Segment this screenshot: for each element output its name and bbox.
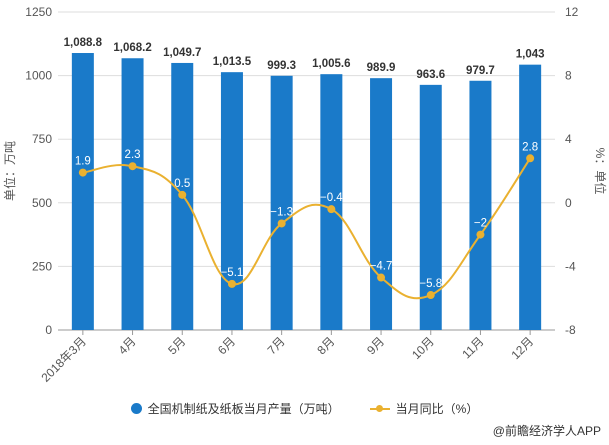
yoy-value-label: −0.4 <box>320 192 343 204</box>
bar-value-label: 1,005.6 <box>312 58 350 70</box>
yoy-point <box>78 168 87 177</box>
x-tick-label: 12月 <box>508 334 536 362</box>
right-axis-title: %：单位 <box>593 148 608 195</box>
bar <box>519 64 542 330</box>
right-tick-label: -8 <box>565 323 576 337</box>
right-tick-label: 12 <box>565 5 579 19</box>
yoy-value-label: 2.3 <box>125 149 141 161</box>
bar-legend-marker <box>130 403 142 414</box>
yoy-point <box>178 190 187 199</box>
yoy-value-label: −4.7 <box>370 261 393 273</box>
left-tick-label: 1000 <box>25 69 52 83</box>
right-tick-label: -4 <box>565 259 576 273</box>
bar-value-label: 1,068.2 <box>113 42 151 54</box>
yoy-value-label: 0.5 <box>174 178 190 190</box>
x-tick-label: 7月 <box>265 334 288 357</box>
left-tick-label: 1250 <box>25 5 52 19</box>
line-legend-marker <box>369 403 390 414</box>
legend: 全国机制纸及纸板当月产量（万吨） 当月同比（%） <box>0 400 609 417</box>
yoy-point <box>277 219 286 228</box>
legend-label-yoy: 当月同比（%） <box>395 402 479 416</box>
bar <box>220 72 243 331</box>
left-axis-title: 单位：万吨 <box>2 141 17 201</box>
bar <box>270 75 293 331</box>
yoy-point <box>227 279 236 288</box>
yoy-line <box>82 157 531 300</box>
left-tick-label: 750 <box>32 132 52 146</box>
bar <box>370 78 393 331</box>
x-tick-label: 9月 <box>364 334 387 357</box>
bar-value-label: 1,049.7 <box>163 47 201 59</box>
yoy-value-label: −1.3 <box>270 206 293 218</box>
x-tick-label: 5月 <box>165 334 188 357</box>
bar-value-label: 963.6 <box>416 69 445 81</box>
bar-value-label: 999.3 <box>267 60 296 72</box>
bar <box>320 74 343 331</box>
bar <box>469 80 492 331</box>
yoy-point <box>128 162 137 171</box>
x-tick-label: 4月 <box>116 334 139 357</box>
legend-item-yoy[interactable]: 当月同比（%） <box>369 400 479 417</box>
yoy-point <box>426 291 435 300</box>
bar <box>71 53 94 331</box>
yoy-value-label: −5.8 <box>419 278 442 290</box>
left-tick-label: 0 <box>45 323 52 337</box>
x-tick-label: 11月 <box>459 334 486 361</box>
x-tick-label: 6月 <box>215 334 238 357</box>
bar-value-label: 1,088.8 <box>64 37 103 49</box>
yoy-point <box>377 273 386 282</box>
right-tick-label: 4 <box>565 132 572 146</box>
yoy-value-label: −5.1 <box>221 267 244 279</box>
bar-value-label: 989.9 <box>367 62 396 74</box>
bar <box>121 58 144 331</box>
yoy-point <box>327 205 336 214</box>
yoy-point <box>476 230 485 239</box>
left-tick-label: 500 <box>32 196 52 210</box>
right-tick-label: 8 <box>565 69 572 83</box>
x-tick-label: 2018年3月 <box>39 334 89 384</box>
yoy-value-label: −2 <box>474 218 487 230</box>
legend-item-production[interactable]: 全国机制纸及纸板当月产量（万吨） <box>130 400 340 417</box>
right-tick-label: 0 <box>565 196 572 210</box>
source-credit: @前瞻经济学人APP <box>492 424 601 438</box>
bar-value-label: 979.7 <box>466 65 495 77</box>
yoy-value-label: 1.9 <box>75 156 91 168</box>
yoy-point <box>526 154 535 163</box>
x-tick-label: 10月 <box>409 334 437 362</box>
bar <box>419 84 442 330</box>
bar-value-label: 1,013.5 <box>213 56 252 68</box>
yoy-value-label: 2.8 <box>522 141 538 153</box>
legend-label-production: 全国机制纸及纸板当月产量（万吨） <box>147 402 340 416</box>
left-tick-label: 250 <box>32 259 52 273</box>
x-tick-label: 8月 <box>314 334 337 357</box>
bar-value-label: 1,043 <box>516 49 545 61</box>
